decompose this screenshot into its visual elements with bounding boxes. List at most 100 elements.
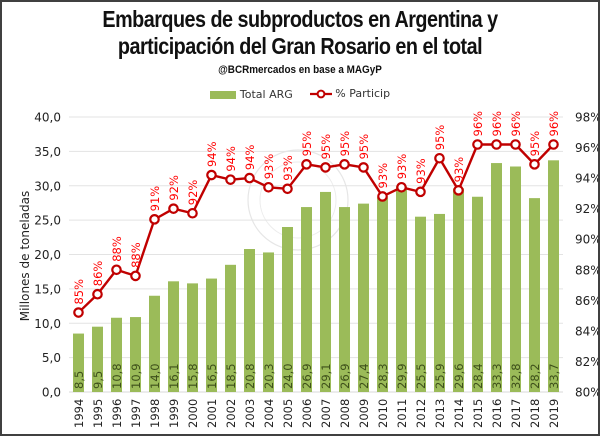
bar-label: 29,6 <box>452 363 466 389</box>
bar-2012 <box>415 216 426 392</box>
y2-tick-label: 88% <box>575 263 598 277</box>
particip-point-2012 <box>415 186 426 198</box>
particip-point-1994 <box>73 307 84 318</box>
particip-label: 96% <box>509 111 523 137</box>
bar-label: 20,8 <box>243 363 257 389</box>
bar-label: 33,3 <box>490 363 504 389</box>
particip-point-2014 <box>453 185 464 196</box>
bar-2006 <box>301 207 312 392</box>
x-tick-label: 2007 <box>319 399 333 428</box>
bar-2005 <box>282 227 293 392</box>
x-tick-label: 1996 <box>110 399 124 428</box>
y2-tick-label: 96% <box>575 141 598 155</box>
particip-label: 93% <box>452 157 466 183</box>
bar-1994 <box>73 333 84 392</box>
particip-label: 85% <box>72 279 86 305</box>
bar-2013 <box>434 213 445 392</box>
y-tick-label: 10,0 <box>34 317 61 331</box>
particip-point-2006 <box>301 159 312 170</box>
y2-tick-label: 98% <box>575 111 598 125</box>
legend-item-particip: % Particip <box>310 87 390 100</box>
x-tick-label: 2005 <box>281 399 295 428</box>
particip-label: 93% <box>262 154 276 180</box>
particip-point-2009 <box>358 162 369 173</box>
bar-2014 <box>453 188 464 392</box>
bar-label: 32,8 <box>509 363 523 389</box>
particip-label: 91% <box>148 186 162 212</box>
x-tick-label: 2000 <box>186 399 200 428</box>
y-tick-label: 15,0 <box>34 282 61 296</box>
bar-label: 10,9 <box>129 363 143 389</box>
particip-point-2011 <box>396 181 407 193</box>
particip-label: 95% <box>528 131 542 157</box>
particip-point-1997 <box>130 270 141 282</box>
bar-2008 <box>339 207 350 392</box>
bar-2019 <box>548 160 559 392</box>
x-tick-label: 1998 <box>148 399 162 428</box>
bar-2001 <box>206 278 217 392</box>
particip-point-2016 <box>491 139 502 150</box>
bar-label: 15,8 <box>186 363 200 389</box>
particip-label: 93% <box>281 155 295 181</box>
x-tick-label: 1997 <box>129 399 143 428</box>
bar-label: 9,5 <box>91 371 105 389</box>
x-tick-label: 1994 <box>72 399 86 428</box>
particip-point-1999 <box>168 203 179 214</box>
x-tick-label: 2011 <box>395 399 409 428</box>
particip-label: 94% <box>205 141 219 167</box>
x-tick-label: 2013 <box>433 399 447 428</box>
x-tick-label: 2016 <box>490 399 504 428</box>
particip-label: 92% <box>167 175 181 201</box>
particip-label: 93% <box>376 163 390 189</box>
particip-label: 94% <box>243 144 257 170</box>
y-tick-label: 30,0 <box>34 179 61 193</box>
x-tick-label: 1995 <box>91 399 105 428</box>
y2-tick-label: 94% <box>575 172 598 186</box>
legend-label-total-arg: Total ARG <box>239 88 293 101</box>
legend-swatch-bar <box>209 90 236 99</box>
particip-label: 95% <box>319 134 333 160</box>
particip-label: 96% <box>490 111 504 137</box>
particip-point-2017 <box>510 139 521 150</box>
particip-point-2002 <box>225 174 236 185</box>
x-tick-label: 2002 <box>224 399 238 428</box>
x-tick-label: 2012 <box>414 399 428 428</box>
bar-label: 20,3 <box>262 363 276 389</box>
bar-2000 <box>187 283 198 392</box>
bar-2003 <box>244 249 255 392</box>
bar-label: 25,5 <box>414 363 428 389</box>
chart-subtitle: @BCRmercados en base a MAGyP <box>218 64 382 76</box>
bar-2017 <box>510 166 521 392</box>
bar-label: 14,0 <box>148 363 162 389</box>
bar-label: 16,1 <box>167 363 181 389</box>
particip-point-2003 <box>244 172 255 184</box>
bar-label: 29,1 <box>319 363 333 389</box>
legend-item-total-arg: Total ARG <box>209 88 293 101</box>
bar-2016 <box>491 163 502 392</box>
y-tick-label: 40,0 <box>34 111 61 125</box>
bar-1999 <box>168 281 179 392</box>
particip-point-2001 <box>206 169 217 181</box>
x-tick-label: 2015 <box>471 399 485 428</box>
x-tick-label: 2003 <box>243 399 257 428</box>
particip-point-2000 <box>187 207 198 219</box>
bar-label: 26,9 <box>338 363 352 389</box>
particip-point-2004 <box>263 181 274 193</box>
particip-label: 94% <box>224 146 238 172</box>
particip-label: 95% <box>300 131 314 157</box>
particip-label: 95% <box>338 131 352 157</box>
x-tick-label: 2018 <box>528 399 542 428</box>
y2-tick-label: 86% <box>575 294 598 308</box>
x-tick-label: 2019 <box>547 399 561 428</box>
particip-point-1995 <box>92 288 103 300</box>
particip-label: 96% <box>471 111 485 137</box>
bar-label: 24,0 <box>281 363 295 389</box>
particip-point-1998 <box>149 214 160 225</box>
bar-label: 8,5 <box>72 371 86 389</box>
y-tick-label: 5,0 <box>42 351 61 365</box>
bar-2002 <box>225 264 236 392</box>
y2-tick-label: 82% <box>575 355 598 369</box>
particip-point-2007 <box>320 162 331 173</box>
particip-label: 86% <box>91 261 105 287</box>
